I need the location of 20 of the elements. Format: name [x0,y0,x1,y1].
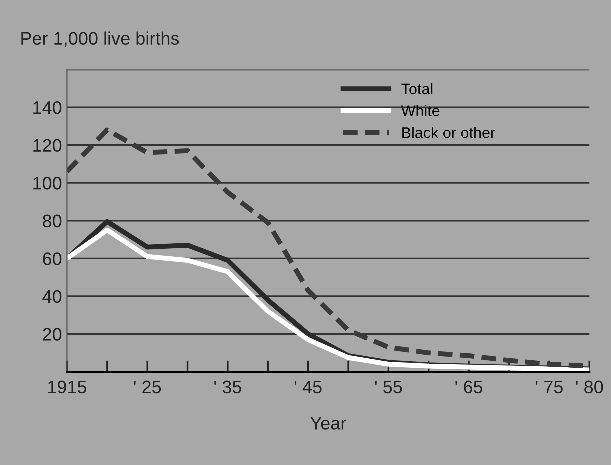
x-tick-label: ' 35 [214,380,242,394]
legend-label: Total [402,83,433,95]
y-tick-label: 140 [34,101,62,114]
legend-label: Black or other [402,127,496,138]
x-tick-label: ' 45 [294,380,322,394]
y-tick-label: 100 [34,177,62,190]
legend-label: White [401,105,440,116]
x-tick-label: 1915 [48,380,87,394]
x-tick-label: ' 75 [536,380,563,394]
y-tick-label: 20 [43,328,62,341]
x-tick-label: ' 55 [375,380,402,394]
x-axis-title: Year [310,417,346,430]
x-tick-label: ' 65 [456,380,483,394]
y-axis-title: Per 1,000 live births [22,32,180,48]
y-tick-label: 120 [34,139,62,152]
y-tick-label: 80 [43,214,62,228]
y-tick-label: 40 [42,290,62,304]
x-tick-label: ' 80 [576,380,604,394]
x-tick-label: ' 25 [134,380,162,394]
y-tick-label: 60 [43,252,62,266]
